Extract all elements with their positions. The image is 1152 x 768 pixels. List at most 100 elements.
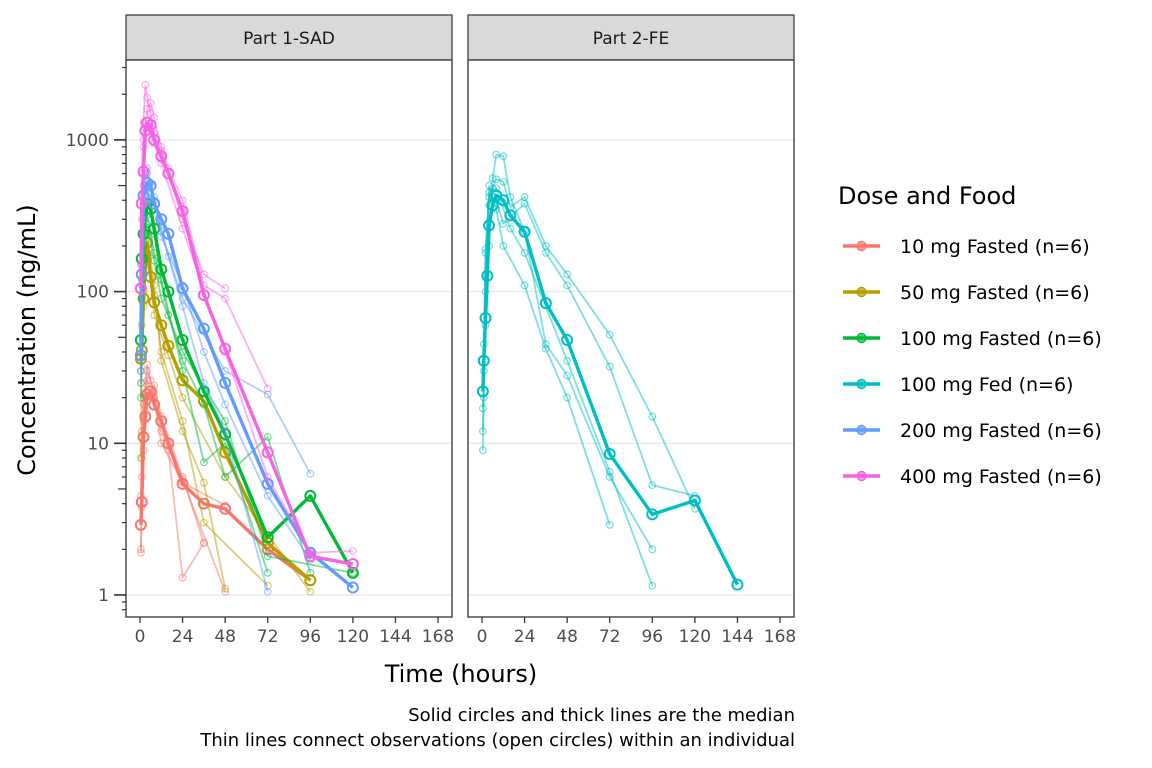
y-axis: 1 10 100 1000 [66,66,126,611]
individual-point [520,199,529,208]
individual-line [139,180,312,561]
individual-point [563,281,572,290]
individual-point [150,256,159,265]
median-point [483,219,496,232]
x-tick-label: 48 [556,627,578,647]
individual-point [178,356,187,365]
median-point [162,437,175,450]
individual-point [563,393,572,402]
median-point [144,179,157,192]
x-tick-label: 168 [764,627,796,647]
median-line [139,181,354,589]
legend-label: 100 mg Fed (n=6) [900,374,1073,396]
median-point [518,225,531,238]
median-point [148,398,161,411]
legend-item: 100 mg Fasted (n=6) [843,328,1102,350]
x-tick-label: 120 [337,627,369,647]
individual-point [506,224,515,233]
x-tick-label: 96 [641,627,663,647]
individual-point [199,379,208,387]
individual-point [263,384,272,393]
y-tick-label: 1000 [66,131,109,151]
median-point [261,446,274,459]
individual-point [221,473,230,481]
legend-label: 200 mg Fasted (n=6) [900,420,1102,442]
facet-strip [467,14,795,61]
median-point [261,531,274,544]
median-point [346,581,359,594]
median-line [481,193,739,586]
individual-point [478,404,487,413]
median-point [162,285,175,298]
individual-point [178,367,187,375]
individual-point [221,417,230,426]
individual-point [306,469,315,478]
individual-point [605,330,614,339]
individual-point [221,284,230,293]
individual-point [499,177,508,186]
individual-point [146,99,155,107]
median-point [219,376,232,389]
individual-line [482,186,654,587]
individual-point [499,152,508,161]
legend-key-point [856,378,867,390]
individual-point [499,242,508,250]
panel-border [467,59,795,618]
legend-key-point [856,240,867,252]
median-point [134,518,147,531]
median-point [476,385,489,398]
legend-label: 10 mg Fasted (n=6) [900,236,1090,258]
median-point [197,322,210,335]
individual-point [157,348,166,356]
individual-point [157,439,166,448]
median-point [155,150,168,163]
legend-key-point [856,470,867,482]
individual-point [492,184,501,193]
legend-key-point [856,332,867,344]
plot-background [126,60,452,617]
individual-point [221,294,230,303]
individual-point [136,545,145,554]
median-point [139,410,152,423]
median-point [137,165,150,178]
median-point [304,574,317,587]
individual-point [499,219,508,228]
individual-point [306,587,315,596]
median-point [134,349,147,362]
individual-point [605,520,614,529]
individual-point [520,281,529,290]
individual-point [143,93,151,102]
median-point [481,269,494,282]
individual-point [263,390,272,399]
y-tick-label: 10 [87,434,109,454]
individual-point [221,400,230,409]
caption-line-1: Solid circles and thick lines are the me… [408,705,795,726]
individual-point [563,371,572,380]
individual-point [143,360,151,369]
facet-panel-1: Part 1-SAD 0 24 48 72 96 120 144 168 [125,14,454,647]
individual-point [520,248,529,257]
legend-item: 400 mg Fasted (n=6) [843,466,1102,488]
median-point [731,578,744,591]
median-point [155,415,168,428]
x-tick-label: 168 [422,627,454,647]
median-point [261,477,274,490]
facet-panel-2: Part 2-FE 0 24 48 72 96 120 144 168 [467,14,796,647]
individual-point [178,427,187,436]
median-point [688,494,701,507]
legend-label: 100 mg Fasted (n=6) [900,328,1102,350]
individual-point [263,552,272,561]
median-point [148,133,161,146]
median-point [176,477,189,490]
individual-point [605,467,614,476]
individual-point [221,584,230,593]
individual-point [199,458,208,467]
individual-point [263,587,272,596]
legend-key-point [856,286,867,298]
median-point [346,558,359,571]
individual-point [178,573,187,582]
individual-point [178,302,187,311]
individual-point [648,545,657,554]
median-point [304,489,317,502]
median-point [197,288,210,301]
